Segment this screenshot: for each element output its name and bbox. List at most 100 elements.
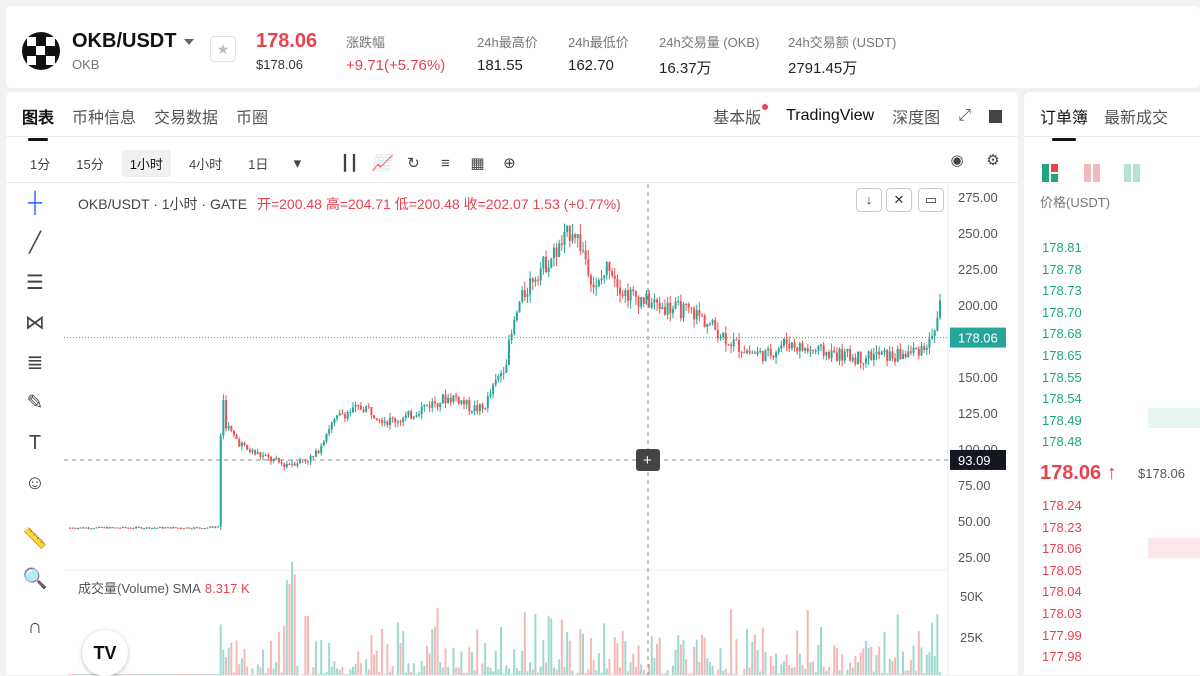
- candlestick-chart[interactable]: 275.00250.00225.00200.00150.00125.00100.…: [64, 184, 1018, 675]
- ruler-icon[interactable]: 📏: [20, 524, 50, 554]
- ask-row[interactable]: 178.73: [1042, 283, 1082, 298]
- candle-body: [400, 421, 402, 422]
- ask-row[interactable]: 178.81: [1042, 240, 1082, 255]
- bid-row[interactable]: 178.23: [1042, 520, 1082, 535]
- candle-body: [601, 278, 603, 280]
- tradingview-logo[interactable]: TV: [82, 630, 128, 676]
- pair-name[interactable]: OKB/USDT: [72, 30, 176, 53]
- layout-grid-icon[interactable]: ▦: [466, 153, 488, 175]
- plus-icon: +: [643, 452, 652, 469]
- interval-1d[interactable]: 1日: [240, 150, 276, 177]
- tab-basic[interactable]: 基本版: [713, 104, 768, 128]
- horizontal-lines-icon[interactable]: ☰: [20, 268, 50, 298]
- bid-row[interactable]: 178.03: [1042, 606, 1082, 621]
- crosshair-icon[interactable]: ┼: [20, 188, 50, 218]
- volume-bar: [836, 648, 838, 675]
- book-both-icon[interactable]: [1042, 164, 1062, 182]
- gear-icon[interactable]: ⚙: [982, 150, 1004, 172]
- candle-body: [336, 415, 338, 419]
- zoom-in-icon[interactable]: 🔍: [20, 564, 50, 594]
- trend-line-icon[interactable]: ╱: [20, 228, 50, 258]
- candle-body: [452, 396, 454, 402]
- ask-row[interactable]: 178.54: [1042, 391, 1082, 406]
- volume-bar: [614, 637, 616, 675]
- candle-body: [511, 334, 513, 340]
- ticker-header: OKB/USDT OKB ★ 178.06 $178.06 涨跌幅 +9.71(…: [6, 6, 1200, 88]
- volume-bar: [529, 662, 531, 675]
- tab-community[interactable]: 币圈: [236, 104, 268, 128]
- volume-bar: [429, 653, 431, 675]
- text-icon[interactable]: T: [20, 428, 50, 458]
- ask-row[interactable]: 178.68: [1042, 326, 1082, 341]
- interval-4h[interactable]: 4小时: [181, 150, 230, 177]
- tab-latest-trades[interactable]: 最新成交: [1104, 104, 1168, 128]
- tab-coin-info[interactable]: 币种信息: [72, 104, 136, 128]
- volume-bar: [897, 615, 899, 675]
- bid-row[interactable]: 178.24: [1042, 498, 1082, 513]
- tab-tradingview[interactable]: TradingView: [786, 107, 874, 125]
- volume-bar: [484, 643, 486, 675]
- ask-row[interactable]: 178.49: [1042, 413, 1082, 428]
- tab-order-book[interactable]: 订单簿: [1040, 104, 1088, 128]
- candle-type-icon[interactable]: ┃┃: [338, 153, 360, 175]
- volume-bar: [593, 660, 595, 675]
- volume-bar: [794, 667, 796, 675]
- candle-body: [402, 418, 404, 422]
- chart-tabs: 图表 币种信息 交易数据 币圈: [22, 104, 268, 128]
- volume-bar: [891, 661, 893, 675]
- candle-body: [228, 426, 230, 429]
- volume-bar: [730, 609, 732, 675]
- ask-row[interactable]: 178.65: [1042, 348, 1082, 363]
- bid-row[interactable]: 178.04: [1042, 584, 1082, 599]
- candle-body: [183, 528, 185, 529]
- chevron-down-icon[interactable]: [184, 39, 194, 45]
- favorite-star-icon[interactable]: ★: [210, 36, 236, 62]
- tab-trade-data[interactable]: 交易数据: [154, 104, 218, 128]
- candle-body: [675, 301, 677, 308]
- interval-1h[interactable]: 1小时: [122, 150, 171, 177]
- fib-icon[interactable]: ≣: [20, 348, 50, 378]
- interval-1m[interactable]: 1分: [22, 150, 58, 177]
- ask-row[interactable]: 178.70: [1042, 305, 1082, 320]
- candle-body: [323, 442, 325, 446]
- tab-chart[interactable]: 图表: [22, 104, 54, 128]
- bid-row[interactable]: 177.98: [1042, 649, 1082, 664]
- square-menu-icon[interactable]: [989, 110, 1002, 123]
- bid-row[interactable]: 178.06: [1042, 541, 1082, 556]
- fullscreen-icon[interactable]: ▭: [918, 188, 944, 212]
- chevron-down-icon[interactable]: ▾: [286, 153, 308, 175]
- pattern-icon[interactable]: ⋈: [20, 308, 50, 338]
- volume-bar: [598, 653, 600, 675]
- candle-body: [122, 527, 124, 528]
- indicator-icon[interactable]: 📈: [370, 153, 392, 175]
- ask-row[interactable]: 178.78: [1042, 262, 1082, 277]
- ask-row[interactable]: 178.55: [1042, 370, 1082, 385]
- add-circle-icon[interactable]: ⊕: [498, 153, 520, 175]
- collapse-icon[interactable]: ✕: [886, 188, 912, 212]
- smiley-icon[interactable]: ☺: [20, 468, 50, 498]
- candle-body: [283, 464, 285, 467]
- candle-body: [489, 394, 491, 396]
- ask-row[interactable]: 178.48: [1042, 434, 1082, 449]
- book-asks-icon[interactable]: [1124, 164, 1144, 182]
- camera-icon[interactable]: ◉: [946, 150, 968, 172]
- magnet-icon[interactable]: ∩: [20, 612, 50, 642]
- volume-bar: [735, 639, 737, 675]
- expand-icon[interactable]: ⤢: [958, 107, 971, 125]
- candle-body: [339, 413, 341, 415]
- interval-15m[interactable]: 15分: [68, 150, 111, 177]
- brush-icon[interactable]: ✎: [20, 388, 50, 418]
- scroll-down-icon[interactable]: ↓: [856, 188, 882, 212]
- replay-icon[interactable]: ↻: [402, 153, 424, 175]
- book-bids-icon[interactable]: [1084, 164, 1104, 182]
- candle-body: [111, 527, 113, 528]
- candle-body: [540, 269, 542, 281]
- candle-body: [497, 376, 499, 380]
- candle-body: [709, 323, 711, 324]
- tab-depth[interactable]: 深度图: [892, 104, 940, 128]
- bid-row[interactable]: 178.05: [1042, 563, 1082, 578]
- settings-list-icon[interactable]: ≡: [434, 153, 456, 175]
- volume-bar: [259, 667, 261, 675]
- bid-row[interactable]: 177.99: [1042, 628, 1082, 643]
- volume-bar: [482, 663, 484, 675]
